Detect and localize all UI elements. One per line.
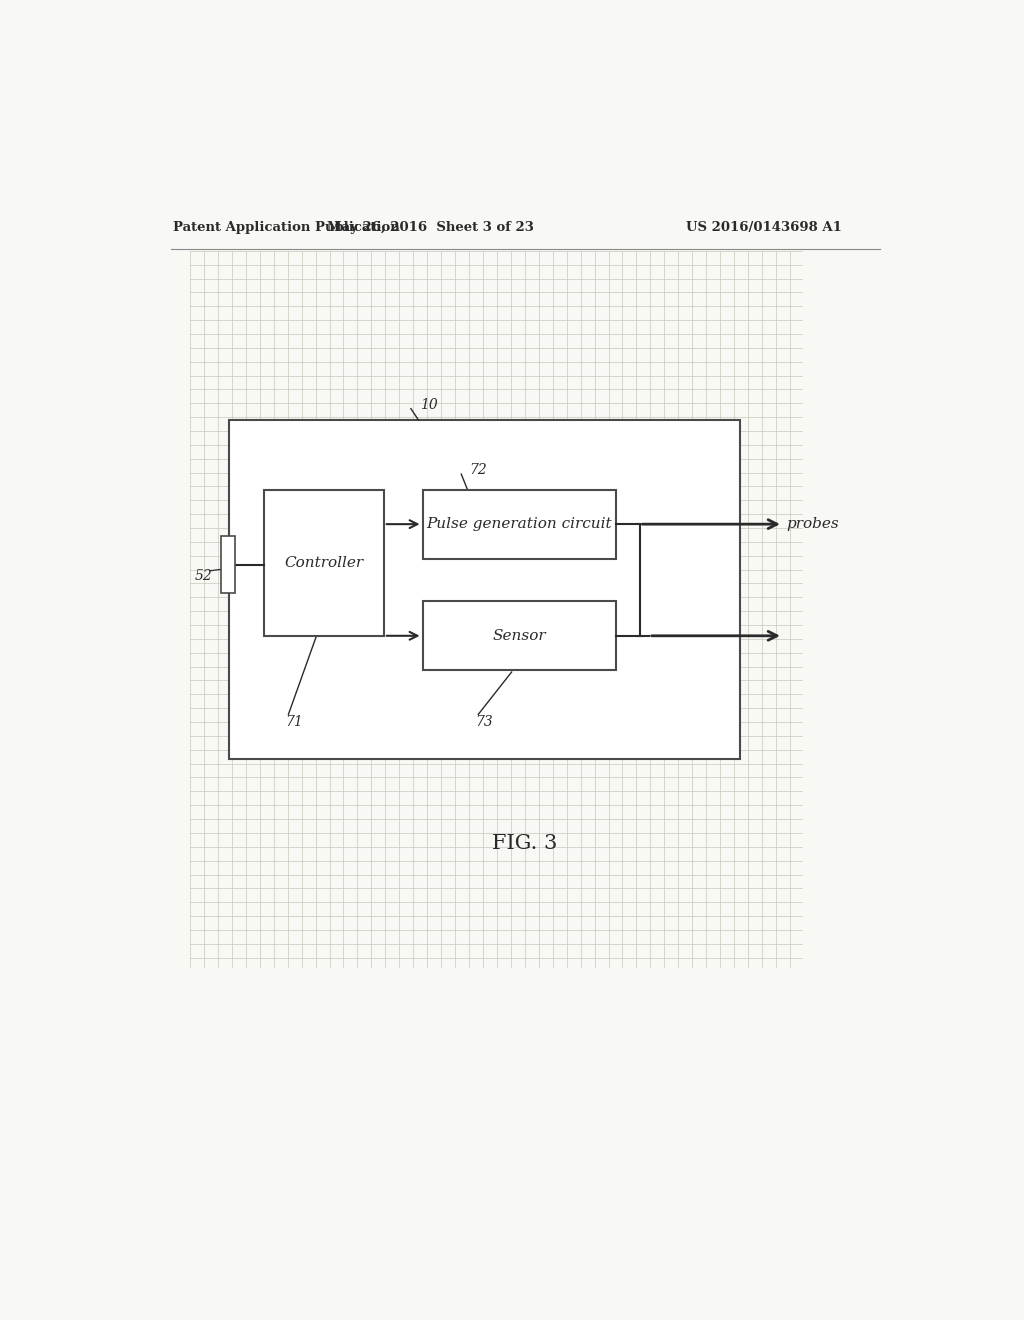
Text: Patent Application Publication: Patent Application Publication (173, 222, 399, 234)
Text: Pulse generation circuit: Pulse generation circuit (427, 517, 612, 531)
Text: 52: 52 (196, 569, 213, 583)
Text: 10: 10 (420, 397, 438, 412)
Text: 73: 73 (475, 715, 494, 729)
Text: 71: 71 (286, 715, 303, 729)
Text: May 26, 2016  Sheet 3 of 23: May 26, 2016 Sheet 3 of 23 (327, 222, 534, 234)
Text: US 2016/0143698 A1: US 2016/0143698 A1 (686, 222, 842, 234)
Bar (221, 536, 234, 594)
Text: Sensor: Sensor (493, 628, 546, 643)
Bar (423, 490, 616, 558)
Bar (263, 490, 384, 636)
Text: FIG. 3: FIG. 3 (493, 834, 557, 853)
Text: Controller: Controller (284, 556, 364, 570)
Text: probes: probes (786, 517, 840, 531)
Bar (228, 420, 740, 759)
Text: 72: 72 (469, 463, 486, 478)
Bar (423, 601, 616, 671)
